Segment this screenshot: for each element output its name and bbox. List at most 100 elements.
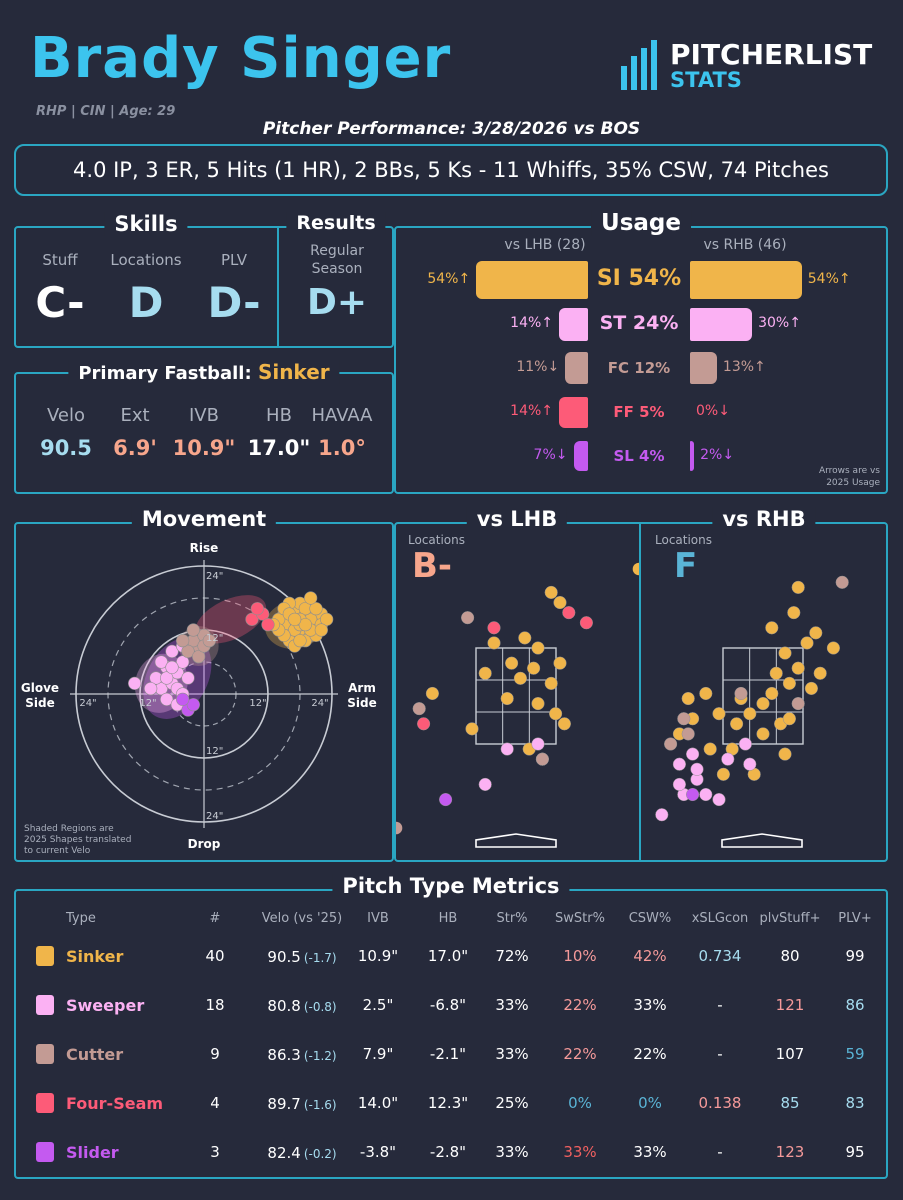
location-point-four-seam (487, 621, 501, 635)
results-grade: D+ (306, 282, 368, 323)
location-point-sinker (778, 646, 792, 660)
table-cell-plv: 83 (845, 1094, 865, 1112)
usage-lhb-pct: 14%↑ (510, 315, 554, 331)
table-cell-xslg: 0.138 (698, 1094, 742, 1112)
table-cell-velo: 80.8 (-0.8) (232, 996, 372, 1015)
table-cell-str: 33% (495, 996, 529, 1014)
usage-bar-lhb (476, 261, 588, 299)
location-point-sinker (544, 585, 558, 599)
ring-tick-label: 12" (206, 746, 223, 757)
movement-point-cutter (202, 634, 216, 648)
ring-tick-label: 24" (206, 811, 223, 822)
strike-zone (722, 647, 804, 745)
location-point-sweeper (690, 762, 704, 776)
location-point-sinker (465, 722, 479, 736)
location-point-sinker (791, 661, 805, 675)
velo-value: 90.5 (267, 948, 301, 966)
table-cell-swstr: 10% (563, 947, 597, 965)
movement-note-3: to current Velo (24, 846, 91, 856)
location-point-sinker (787, 606, 801, 620)
location-point-sinker (778, 747, 792, 761)
table-cell-csw: 33% (633, 996, 667, 1014)
usage-bar-rhb (690, 261, 802, 299)
location-point-cutter (535, 752, 549, 766)
location-point-sinker (681, 691, 695, 706)
movement-point-sweeper (181, 671, 195, 685)
table-cell-type: Slider (66, 1143, 119, 1162)
location-point-sinker (487, 636, 501, 650)
table-cell-csw: 33% (633, 1143, 667, 1161)
location-point-sinker (782, 676, 796, 690)
movement-point-sinker (298, 618, 312, 632)
table-cell-xslg: - (717, 1045, 723, 1063)
game-summary: 4.0 IP, 3 ER, 5 Hits (1 HR), 2 BBs, 5 Ks… (14, 144, 888, 196)
movement-point-sweeper (165, 644, 179, 658)
movement-note-1: Shaded Regions are (24, 824, 114, 834)
usage-note: Arrows are vs 2025 Usage (780, 465, 880, 489)
location-point-sinker (809, 626, 823, 640)
location-point-sweeper (672, 757, 686, 771)
table-cell-stuff: 121 (775, 996, 805, 1014)
table-cell-csw: 22% (633, 1045, 667, 1063)
usage-bar-lhb (573, 441, 588, 471)
arm-label-2: Side (347, 696, 376, 710)
location-point-sinker (769, 666, 783, 680)
usage-pitch-label: SI 54% (596, 266, 682, 292)
movement-point-sweeper (160, 692, 174, 706)
table-header-cell: plvStuff+ (759, 911, 821, 926)
table-cell-csw: 42% (633, 947, 667, 965)
fastball-title: Primary Fastball: Sinker (68, 360, 340, 384)
location-point-sweeper (672, 777, 686, 791)
movement-point-sinker (314, 623, 328, 637)
location-point-sweeper (655, 808, 669, 822)
location-point-cutter (664, 737, 678, 751)
fastball-label-ivb: IVB (189, 405, 219, 426)
table-cell-plv: 86 (845, 996, 865, 1014)
movement-point-four-seam (261, 618, 275, 632)
location-point-sinker (531, 697, 545, 711)
pitch-color-swatch (36, 946, 54, 966)
table-header-cell: PLV+ (838, 911, 872, 926)
location-point-cutter-edge (396, 821, 403, 835)
locations-grade: D (128, 278, 164, 327)
table-cell-ivb: 2.5" (362, 996, 394, 1014)
table-cell-type: Four-Seam (66, 1094, 164, 1113)
glove-label-1: Glove (21, 681, 59, 695)
table-cell-xslg: - (717, 1143, 723, 1161)
home-plate (721, 833, 803, 848)
movement-point-sweeper (160, 671, 174, 685)
locations-label: Locations (110, 251, 182, 269)
pitcher-bio: RHP | CIN | Age: 29 (36, 104, 176, 119)
table-cell-plv: 59 (845, 1045, 865, 1063)
movement-point-cutter (192, 650, 206, 664)
location-point-sinker (813, 666, 827, 680)
usage-rhb-pct: 0%↓ (696, 403, 730, 419)
movement-point-cutter (176, 634, 190, 648)
table-cell-plv: 95 (845, 1143, 865, 1161)
rise-label: Rise (190, 541, 219, 555)
table-cell-swstr: 0% (568, 1094, 592, 1112)
location-point-cutter (681, 727, 695, 741)
movement-point-cutter (181, 644, 195, 658)
velo-diff: (-1.7) (303, 951, 337, 965)
location-point-sinker (800, 636, 814, 650)
table-cell-str: 33% (495, 1045, 529, 1063)
movement-point-sweeper (176, 655, 190, 669)
table-cell-n: 18 (205, 996, 225, 1014)
location-point-sweeper (712, 793, 726, 807)
location-point-slider (439, 793, 453, 807)
table-header-cell: IVB (367, 911, 389, 926)
usage-title: Usage (591, 210, 691, 236)
table-cell-swstr: 22% (563, 1045, 597, 1063)
movement-point-four-seam (250, 602, 264, 616)
usage-bar-lhb (565, 352, 588, 384)
movement-point-sinker (320, 612, 334, 626)
location-point-sinker (782, 712, 796, 726)
usage-bar-rhb (690, 352, 717, 384)
strike-zone (475, 647, 557, 745)
table-cell-velo: 82.4 (-0.2) (232, 1143, 372, 1162)
ring-tick-label: 12" (206, 633, 223, 644)
fastball-value-ivb: 10.9" (172, 436, 236, 460)
table-cell-xslg: - (717, 996, 723, 1014)
stuff-label: Stuff (42, 251, 78, 269)
